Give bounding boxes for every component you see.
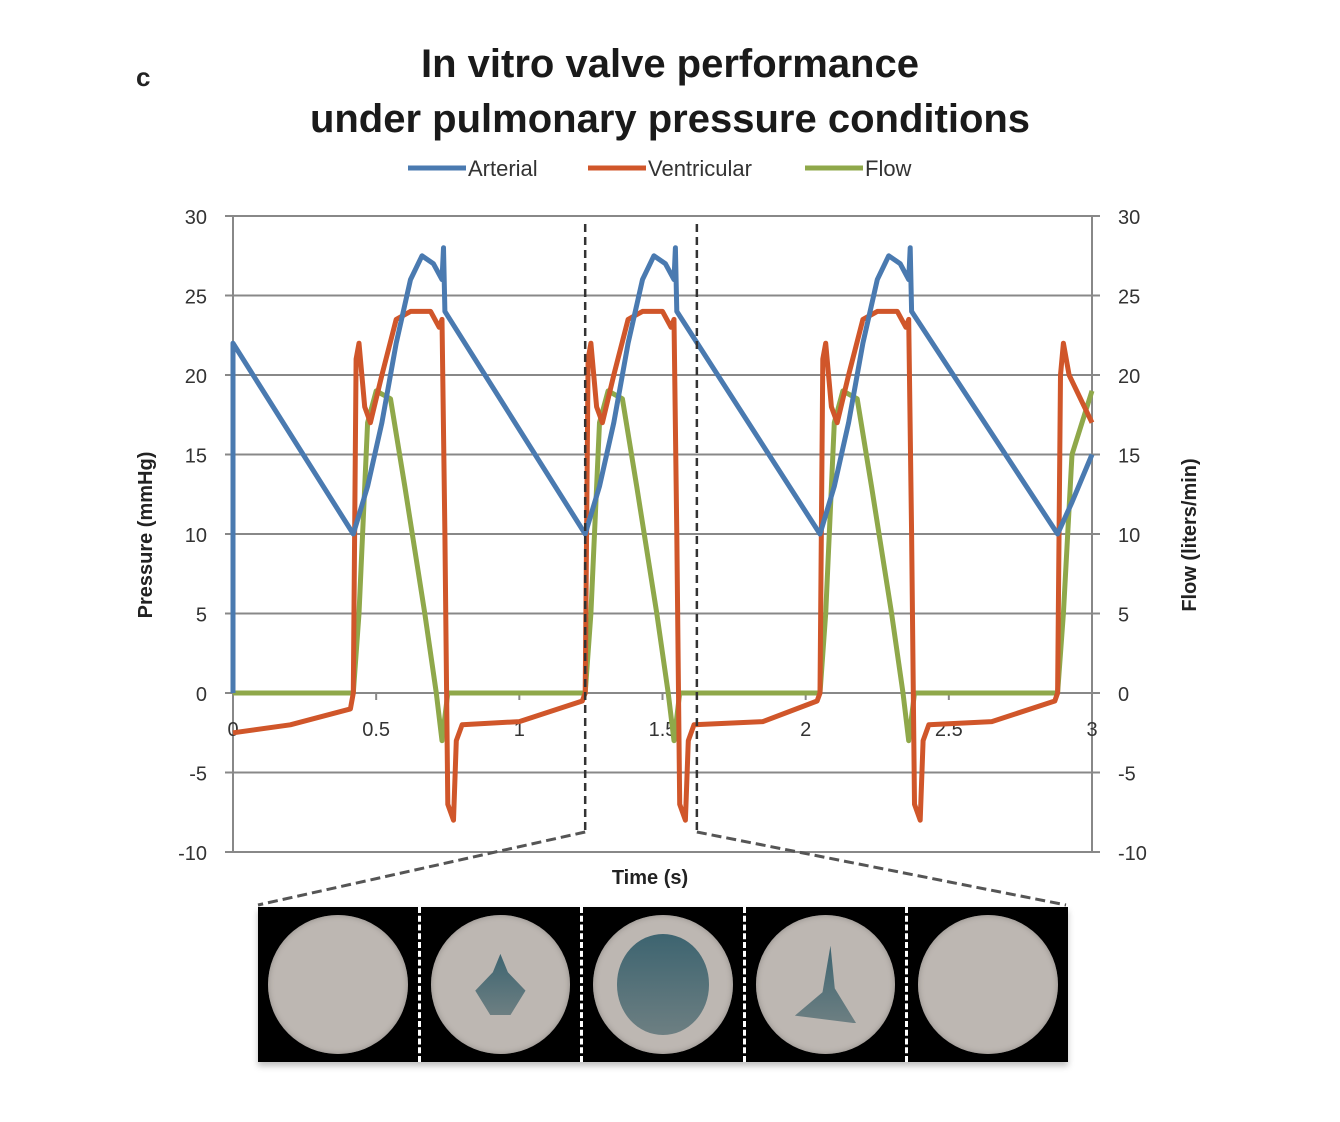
y-tick-label: 20: [185, 366, 207, 388]
y-tick-label: 5: [196, 605, 207, 627]
valve-frame-closed: [258, 907, 421, 1062]
y-tick-label: -10: [178, 843, 207, 865]
zoom-connector-left: [257, 830, 586, 907]
chart-title-line-2: under pulmonary pressure conditions: [309, 97, 1031, 141]
highlight-markers: [257, 224, 1067, 907]
panel-label: c: [136, 62, 151, 92]
x-axis-label: Time (s): [612, 867, 688, 889]
valve-frame-closed-again: [908, 907, 1068, 1062]
y-axis-label: Pressure (mmHg): [135, 452, 157, 619]
y2-tick-label: 30: [1118, 207, 1140, 229]
y-tick-label: 10: [185, 525, 207, 547]
y2-axis-label: Flow (liters/min): [1179, 458, 1201, 611]
valve-closing-image: [755, 915, 896, 1054]
x-tick-label: 1.5: [649, 719, 677, 741]
valve-frame-open: [583, 907, 746, 1062]
y2-tick-label: -10: [1118, 843, 1147, 865]
valve-frame-closing: [746, 907, 909, 1062]
y2-tick-label: -5: [1118, 764, 1136, 786]
legend-label-ventricular: Ventricular: [648, 156, 752, 181]
legend-label-flow: Flow: [865, 156, 912, 181]
y2-tick-label: 25: [1118, 287, 1140, 309]
series-lines: [230, 245, 1095, 823]
legend: Arterial Ventricular Flow: [408, 156, 912, 181]
x-tick-label: 2: [800, 719, 811, 741]
valve-closed-image: [268, 915, 408, 1054]
valve-opening-image: [430, 915, 571, 1054]
series-line-flow: [233, 388, 1095, 744]
y-tick-label: 25: [185, 287, 207, 309]
y-tick-label: 30: [185, 207, 207, 229]
chart-title-line-1: In vitro valve performance: [421, 42, 919, 86]
series-line-arterial: [230, 245, 1095, 693]
y-tick-label: 15: [185, 446, 207, 468]
y2-tick-label: 10: [1118, 525, 1140, 547]
x-tick-label: 1: [514, 719, 525, 741]
zoom-connector-right: [696, 830, 1067, 907]
y2-tick-label: 20: [1118, 366, 1140, 388]
y2-tick-label: 15: [1118, 446, 1140, 468]
series-line-ventricular: [232, 308, 1095, 823]
x-tick-label: 3: [1086, 719, 1097, 741]
y-tick-label: -5: [189, 764, 207, 786]
x-tick-label: 0.5: [362, 719, 390, 741]
legend-label-arterial: Arterial: [468, 156, 538, 181]
y-tick-label: 0: [196, 684, 207, 706]
y2-tick-label: 5: [1118, 605, 1129, 627]
valve-closed-again-image: [918, 915, 1058, 1054]
valve-open-image: [593, 915, 733, 1054]
valve-image-strip: [258, 907, 1068, 1062]
valve-frame-opening: [421, 907, 584, 1062]
x-tick-label: 0: [227, 719, 238, 741]
y2-tick-label: 0: [1118, 684, 1129, 706]
